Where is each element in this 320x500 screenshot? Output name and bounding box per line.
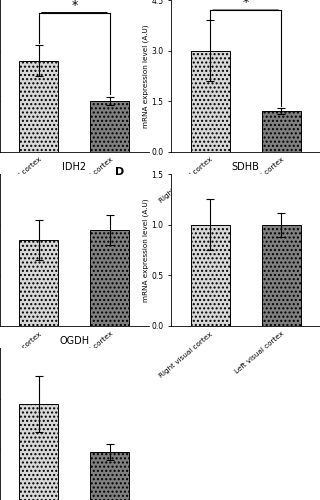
- Bar: [20, 240, 59, 326]
- Bar: [20, 60, 59, 152]
- Y-axis label: mRNA expression level (A.U): mRNA expression level (A.U): [142, 198, 148, 302]
- Text: D: D: [115, 166, 124, 176]
- Bar: [20, 404, 59, 500]
- Title: SDHB: SDHB: [232, 162, 260, 172]
- Bar: [191, 50, 230, 152]
- Bar: [90, 230, 129, 326]
- Title: OGDH: OGDH: [59, 336, 90, 346]
- Bar: [90, 452, 129, 500]
- Bar: [90, 101, 129, 152]
- Text: *: *: [71, 0, 77, 12]
- Y-axis label: mRNA expression level (A.U): mRNA expression level (A.U): [142, 24, 148, 128]
- Title: IDH2: IDH2: [62, 162, 86, 172]
- Bar: [191, 224, 230, 326]
- Bar: [261, 111, 300, 152]
- Text: B: B: [115, 0, 123, 2]
- Text: *: *: [243, 0, 249, 10]
- Bar: [261, 224, 300, 326]
